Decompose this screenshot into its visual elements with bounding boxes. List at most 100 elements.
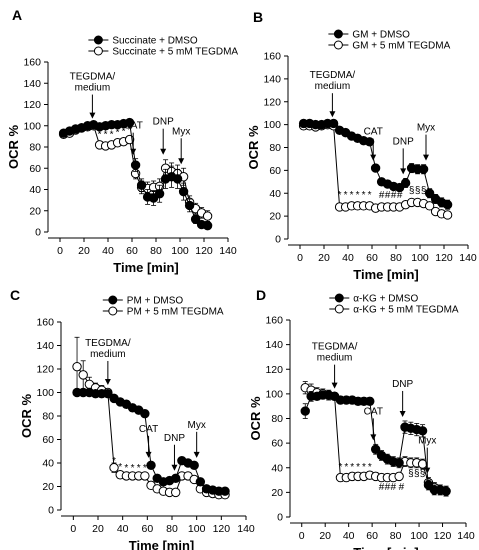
legend-marker xyxy=(334,304,344,314)
legend-label: Succinate + DMSO xyxy=(112,36,198,47)
x-tick-label: 140 xyxy=(457,530,475,542)
arrow-head xyxy=(370,154,377,161)
series-line xyxy=(77,392,226,492)
x-tick-label: 140 xyxy=(237,523,255,535)
significance-mark: § xyxy=(415,185,421,196)
significance-mark: * xyxy=(362,190,366,201)
y-tick-label: 40 xyxy=(271,462,283,474)
data-point-filled xyxy=(172,174,183,184)
y-tick-label: 100 xyxy=(36,387,54,399)
significance-mark: § xyxy=(420,468,426,479)
panel-letter: B xyxy=(253,9,263,25)
significance-mark: # xyxy=(385,482,391,493)
x-tick-label: 40 xyxy=(117,523,129,535)
treatment-label: TEGDMA/medium xyxy=(70,72,116,94)
legend-label: α-KG + DMSO xyxy=(353,294,418,305)
panel-b: B 0 20 40 60 80 100 120 140 160 0 20 40 60 80 100 120 140… xyxy=(246,9,477,282)
x-tick-label: 0 xyxy=(70,523,76,535)
treatment-label: DNP xyxy=(164,433,185,444)
significance-mark: * xyxy=(116,127,120,138)
y-tick-label: 80 xyxy=(29,142,41,154)
significance-mark: * xyxy=(368,462,372,473)
x-tick-label: 0 xyxy=(297,252,303,264)
data-point-filled xyxy=(146,460,156,471)
treatment-label: DNP xyxy=(392,379,413,390)
x-tick-label: 100 xyxy=(411,252,429,264)
x-tick-label: 60 xyxy=(366,530,378,542)
y-tick-label: 140 xyxy=(265,339,283,351)
y-tick-label: 140 xyxy=(36,340,54,352)
x-tick-label: 120 xyxy=(435,252,453,264)
y-tick-label: 120 xyxy=(23,99,41,111)
data-point-filled xyxy=(424,188,435,198)
data-point-filled xyxy=(400,178,411,188)
panel-letter: C xyxy=(10,287,20,303)
data-point-filled xyxy=(195,477,206,487)
data-point-filled xyxy=(418,164,429,174)
significance-mark: # xyxy=(390,482,396,493)
x-tick-label: 80 xyxy=(150,245,162,257)
significance-mark: * xyxy=(368,190,372,201)
y-tick-label: 160 xyxy=(23,57,41,69)
x-tick-label: 0 xyxy=(57,245,63,257)
data-point-filled xyxy=(370,444,381,454)
x-tick-label: 100 xyxy=(171,245,189,257)
y-tick-label: 60 xyxy=(29,163,41,175)
x-tick-label: 120 xyxy=(213,523,231,535)
y-tick-label: 20 xyxy=(29,205,41,217)
data-point-open xyxy=(109,463,119,473)
x-axis-label: Time [min] xyxy=(353,545,419,550)
data-point-filled xyxy=(154,189,165,199)
significance-mark: * xyxy=(339,462,343,473)
x-tick-label: 120 xyxy=(434,530,452,542)
arrow-head xyxy=(89,112,96,119)
data-point-open xyxy=(202,211,213,221)
arrow-head xyxy=(331,382,338,389)
y-axis-label: OCR % xyxy=(19,394,34,439)
data-point-filled xyxy=(365,396,375,406)
x-axis-label: Time [min] xyxy=(129,538,195,550)
x-tick-label: 60 xyxy=(141,523,153,535)
legend-marker xyxy=(334,293,344,303)
data-point-filled xyxy=(328,118,339,129)
significance-mark: * xyxy=(122,126,126,137)
data-point-open xyxy=(140,471,150,481)
panel-letter: A xyxy=(12,7,22,23)
y-tick-label: 40 xyxy=(269,188,281,200)
y-tick-label: 40 xyxy=(42,458,54,470)
treatment-label: Myx xyxy=(187,420,205,431)
legend-label: PM + DMSO xyxy=(127,296,184,307)
significance-mark: * xyxy=(137,463,141,474)
significance-mark: * xyxy=(143,463,147,474)
x-tick-label: 80 xyxy=(166,523,178,535)
data-point-filled xyxy=(370,163,381,173)
arrow-head xyxy=(160,148,167,155)
x-axis-label: Time [min] xyxy=(353,267,419,282)
significance-mark: * xyxy=(350,190,354,201)
legend-marker xyxy=(333,40,343,50)
y-tick-label: 100 xyxy=(265,388,283,400)
x-tick-label: 20 xyxy=(319,530,331,542)
panel-letter: D xyxy=(256,287,266,303)
significance-mark: * xyxy=(350,462,354,473)
data-point-filled xyxy=(124,117,135,128)
y-tick-label: 60 xyxy=(271,438,283,450)
significance-mark: * xyxy=(131,463,135,474)
x-tick-label: 60 xyxy=(126,245,138,257)
treatment-label: Myx xyxy=(417,123,435,134)
y-tick-label: 120 xyxy=(263,96,281,108)
x-tick-label: 20 xyxy=(92,523,104,535)
data-point-open xyxy=(442,210,453,220)
legend-marker xyxy=(108,306,118,316)
significance-mark: * xyxy=(118,462,122,473)
y-tick-label: 160 xyxy=(36,317,54,329)
data-point-filled xyxy=(190,214,201,224)
arrow-head xyxy=(130,148,137,155)
data-point-filled xyxy=(202,220,213,231)
data-point-open xyxy=(424,201,435,211)
treatment-label: CAT xyxy=(364,406,383,417)
y-tick-label: 160 xyxy=(265,315,283,327)
data-point-filled xyxy=(417,426,428,436)
data-point-filled xyxy=(136,180,147,190)
